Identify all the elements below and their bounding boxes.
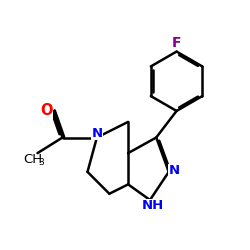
Text: O: O [40,104,52,118]
Text: F: F [172,36,181,50]
Text: N: N [168,164,179,177]
Text: 3: 3 [39,158,44,167]
Text: N: N [91,127,102,140]
Text: NH: NH [142,199,164,212]
Text: CH: CH [24,153,42,166]
